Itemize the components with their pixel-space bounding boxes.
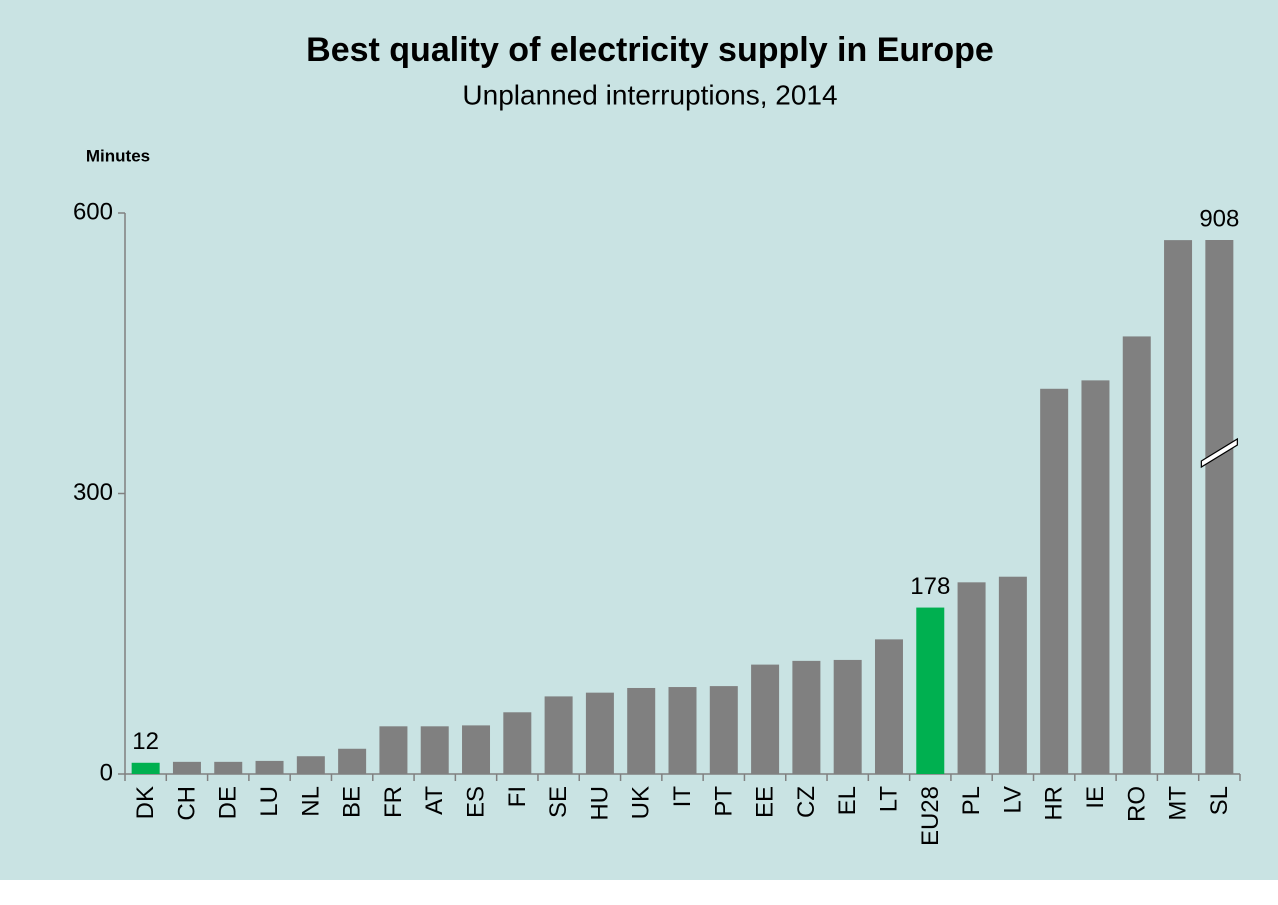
y-tick-label: 0 (100, 759, 113, 786)
bar (1040, 388, 1069, 774)
bar (420, 726, 449, 774)
x-tick-label: IE (1082, 786, 1109, 809)
bar (1205, 240, 1234, 774)
x-tick-label: BE (339, 786, 366, 818)
x-tick-label: CH (173, 786, 200, 821)
bar (462, 725, 491, 774)
x-tick-label: LU (256, 786, 283, 817)
bar (1164, 240, 1193, 775)
x-tick-label: DE (215, 786, 242, 819)
y-tick-label: 600 (73, 198, 113, 225)
bar (833, 659, 862, 774)
bar (379, 726, 408, 774)
value-label: 12 (132, 728, 159, 755)
bar (751, 664, 780, 774)
axis-break (1200, 437, 1238, 469)
x-tick-label: EE (752, 786, 779, 818)
x-tick-label: SE (545, 786, 572, 818)
bar (709, 686, 738, 774)
y-axis-label: Minutes (86, 146, 150, 165)
bar (957, 582, 986, 774)
value-label: 178 (910, 573, 950, 600)
bar (214, 761, 243, 774)
bar (172, 761, 201, 774)
bar (874, 639, 903, 774)
bar (255, 760, 284, 774)
bar (1122, 336, 1151, 774)
x-tick-label: AT (421, 786, 448, 815)
bar (544, 696, 573, 774)
chart-subtitle: Unplanned interruptions, 2014 (462, 79, 837, 110)
chart-title: Best quality of electricity supply in Eu… (306, 31, 994, 69)
value-label: 908 (1199, 205, 1239, 232)
bar (338, 748, 367, 774)
bar (1081, 380, 1110, 774)
y-tick-label: 300 (73, 479, 113, 506)
x-tick-label: ES (463, 786, 490, 818)
x-tick-label: DK (132, 786, 159, 819)
bar (792, 660, 821, 774)
x-tick-label: HR (1041, 786, 1068, 821)
bar (503, 712, 532, 774)
x-tick-label: PL (958, 786, 985, 815)
bar (998, 576, 1027, 774)
bar (627, 687, 656, 774)
x-tick-label: EU28 (917, 786, 944, 846)
bar (131, 762, 160, 774)
x-tick-label: SL (1206, 786, 1233, 815)
x-tick-label: FI (504, 786, 531, 807)
x-tick-label: PT (710, 786, 737, 817)
x-tick-label: FR (380, 786, 407, 818)
x-tick-label: LV (999, 786, 1026, 814)
x-tick-label: LT (875, 786, 902, 813)
x-tick-label: HU (586, 786, 613, 821)
x-tick-label: IT (669, 786, 696, 808)
x-tick-label: EL (834, 786, 861, 815)
bar (296, 756, 325, 774)
x-tick-label: UK (628, 786, 655, 819)
x-tick-label: MT (1165, 786, 1192, 821)
bar (916, 607, 945, 774)
x-tick-label: NL (297, 786, 324, 817)
bar (668, 687, 697, 774)
x-tick-label: CZ (793, 786, 820, 818)
bar (585, 692, 614, 774)
x-tick-label: RO (1123, 786, 1150, 822)
